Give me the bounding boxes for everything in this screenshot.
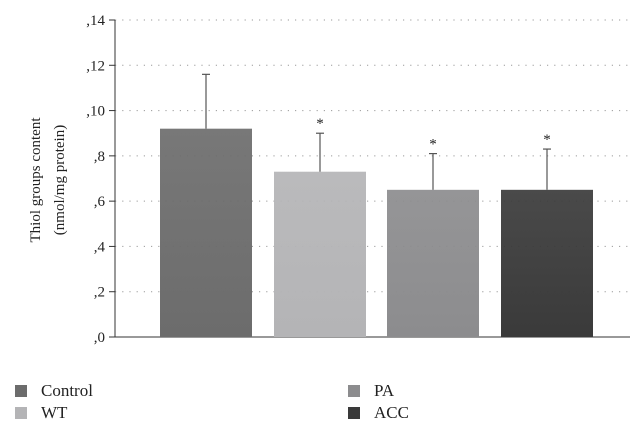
y-tick-label: ,14 bbox=[86, 13, 105, 29]
y-tick-label: ,10 bbox=[86, 104, 105, 120]
y-tick-label: ,2 bbox=[94, 285, 105, 301]
y-tick-label: ,4 bbox=[94, 239, 106, 255]
significance-marker: * bbox=[543, 132, 551, 148]
y-tick-label: ,0 bbox=[94, 330, 105, 346]
significance-marker: * bbox=[429, 137, 437, 153]
bar-wt bbox=[274, 171, 366, 337]
bar-control bbox=[160, 128, 252, 337]
tick-labels: ,0 ,2 ,4 ,6 ,8 ,10 ,12 ,14 * * * bbox=[86, 13, 551, 346]
y-tick-label: ,12 bbox=[86, 58, 105, 74]
bar-acc bbox=[501, 189, 593, 337]
y-tick-label: ,6 bbox=[94, 194, 106, 210]
y-tick-label: ,8 bbox=[94, 149, 105, 165]
y-axis-label-line-1: Thiol groups content bbox=[28, 117, 44, 243]
bars bbox=[160, 73, 593, 337]
significance-marker: * bbox=[316, 116, 324, 132]
y-axis-label-line-2: (nmol/mg protein) bbox=[52, 125, 68, 235]
bar-pa bbox=[387, 189, 479, 337]
